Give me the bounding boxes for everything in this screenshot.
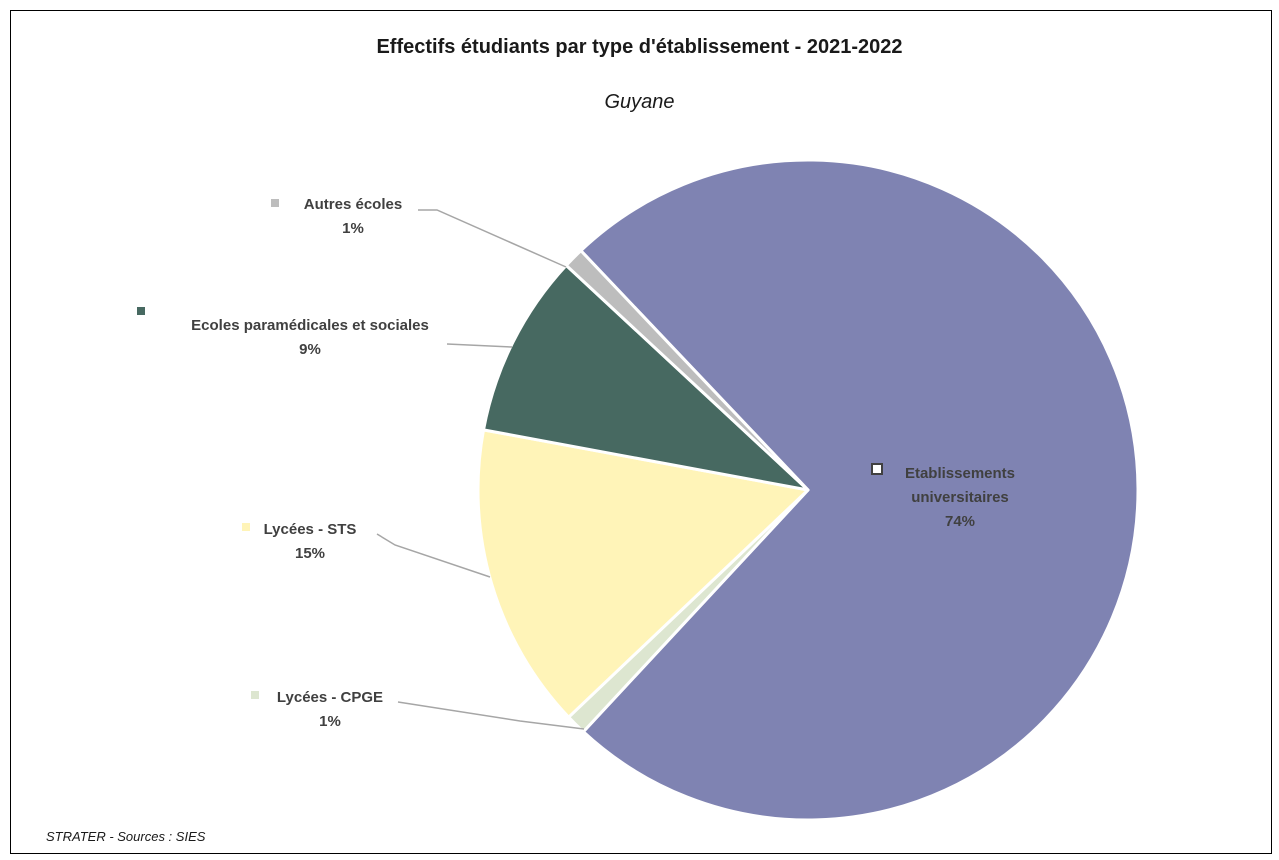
data-label-percent-autres-ecoles: 1% <box>342 220 364 237</box>
data-label-percent-lycees-cpge: 1% <box>319 713 341 730</box>
leader-line-ecoles-paramedicales-et-sociales <box>446 343 513 348</box>
leader-line-autres-ecoles <box>418 209 567 268</box>
chart-title: Effectifs étudiants par type d'établisse… <box>376 36 903 58</box>
data-label-percent-etablissements-universitaires: 74% <box>945 513 975 530</box>
data-label-ecoles-paramedicales-et-sociales: Ecoles paramédicales et sociales <box>191 317 429 334</box>
legend-marker-ecoles-paramedicales-et-sociales <box>137 307 145 315</box>
legend-marker-lycees-sts <box>242 523 250 531</box>
pie-slice-ecoles-paramedicales-et-sociales <box>482 263 810 492</box>
chart-source: STRATER - Sources : SIES <box>46 829 206 844</box>
data-label-lycees-cpge: Lycées - CPGE <box>277 689 383 706</box>
legend-marker-autres-ecoles <box>271 199 279 207</box>
pie-slice-lycees-sts <box>476 428 810 719</box>
legend-marker-lycees-cpge <box>251 691 259 699</box>
pie-slice-autres-ecoles <box>564 249 810 492</box>
data-label-etablissements-universitaires: Etablissements <box>905 465 1015 482</box>
chart-subtitle: Guyane <box>604 91 675 113</box>
data-label-lycees-sts: Lycées - STS <box>264 521 357 538</box>
data-label-percent-ecoles-paramedicales-et-sociales: 9% <box>299 341 321 358</box>
data-label-autres-ecoles: Autres écoles <box>304 196 402 213</box>
pie-slice-etablissements-universitaires <box>579 158 1140 822</box>
data-label-etablissements-universitaires: universitaires <box>911 489 1009 506</box>
legend-marker-etablissements-universitaires <box>871 463 883 475</box>
leader-line-lycees-sts <box>376 533 491 578</box>
leader-line-lycees-cpge <box>397 701 585 730</box>
data-label-percent-lycees-sts: 15% <box>295 545 325 562</box>
